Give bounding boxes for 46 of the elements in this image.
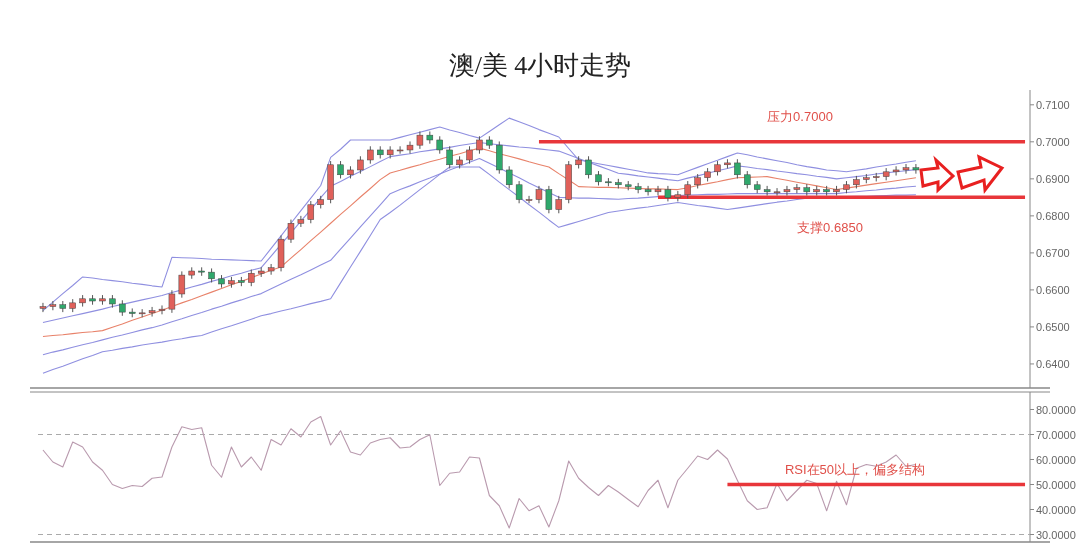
annotation: 支撑0.6850 (797, 220, 863, 235)
candlestick (773, 187, 781, 196)
candlestick (307, 200, 315, 224)
candlestick (585, 155, 592, 179)
candlestick (168, 289, 176, 314)
candlestick (267, 263, 275, 276)
candlestick (287, 219, 295, 244)
candlestick (892, 165, 900, 177)
candlestick (525, 195, 533, 204)
candlestick (446, 145, 453, 169)
y-tick-label: 70.0000 (1036, 428, 1076, 441)
annotation: RSI在50以上，偏多结构 (784, 462, 926, 477)
candlestick (783, 185, 791, 196)
candlestick (912, 163, 920, 175)
y-tick-label: 0.7000 (1036, 135, 1070, 148)
y-tick-label: 40.0000 (1036, 503, 1076, 516)
y-tick-label: 30.0000 (1036, 528, 1076, 541)
candlestick (39, 302, 47, 313)
candlestick (734, 158, 741, 179)
candlestick (793, 183, 801, 194)
y-tick-label: 0.6700 (1036, 246, 1070, 259)
candlestick (49, 300, 57, 311)
y-tick-label: 0.6400 (1036, 357, 1070, 370)
candlestick (178, 270, 186, 299)
candlestick (148, 306, 156, 318)
candlestick (654, 185, 662, 196)
y-tick-label: 0.6500 (1036, 320, 1070, 333)
y-tick-label: 0.7100 (1036, 98, 1070, 111)
chart-title: 澳/美 4小时走势 (448, 51, 632, 80)
y-tick-label: 0.6600 (1036, 283, 1070, 296)
y-tick-label: 50.0000 (1036, 478, 1076, 491)
candlestick (406, 140, 414, 155)
y-tick-label: 0.6800 (1036, 209, 1070, 222)
candlestick (644, 185, 652, 196)
candlestick (902, 163, 910, 175)
candlestick (505, 165, 513, 189)
y-tick-label: 80.0000 (1036, 403, 1076, 416)
y-tick-label: 0.6900 (1036, 172, 1070, 185)
candlestick (545, 185, 553, 214)
annotation: 压力0.7000 (767, 109, 833, 124)
candlestick (396, 145, 404, 155)
y-tick-label: 60.0000 (1036, 453, 1076, 466)
candlestick (763, 185, 771, 196)
candlestick (515, 180, 523, 204)
candlestick (158, 304, 166, 315)
candlestick (297, 215, 305, 228)
